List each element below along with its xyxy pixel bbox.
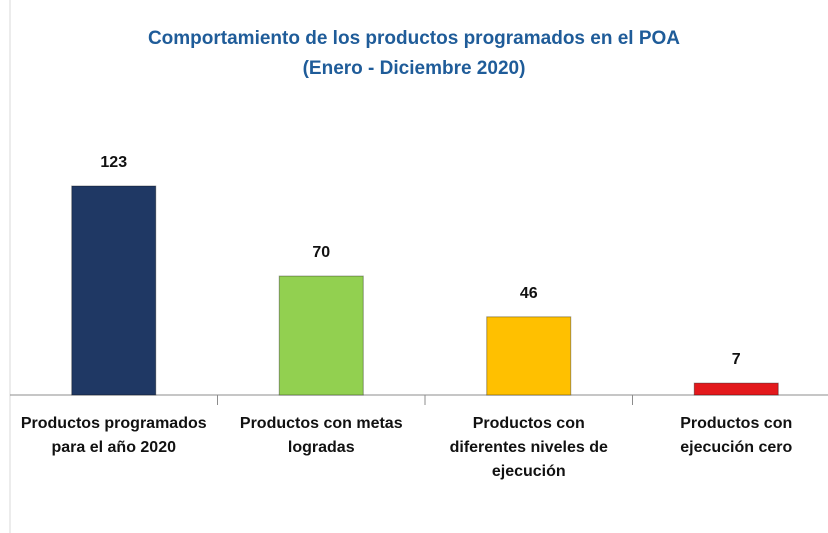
bar (71, 185, 157, 396)
data-label: 46 (519, 284, 538, 302)
bar (693, 382, 779, 396)
x-tick-label: Productos con metas logradas (239, 415, 403, 456)
data-label: 7 (731, 351, 741, 369)
x-tick-label: Productos con diferentes niveles de ejec… (449, 415, 608, 480)
chart-subtitle: (Enero - Diciembre 2020) (302, 58, 526, 79)
bar (278, 275, 364, 396)
x-tick-label: Productos con ejecución cero (680, 415, 793, 456)
data-label: 70 (312, 244, 331, 262)
chart-title: Comportamiento de los productos programa… (147, 28, 681, 49)
data-label: 123 (100, 154, 128, 171)
bar (486, 316, 572, 396)
x-tick-label: Productos programados para el año 2020 (20, 415, 207, 456)
